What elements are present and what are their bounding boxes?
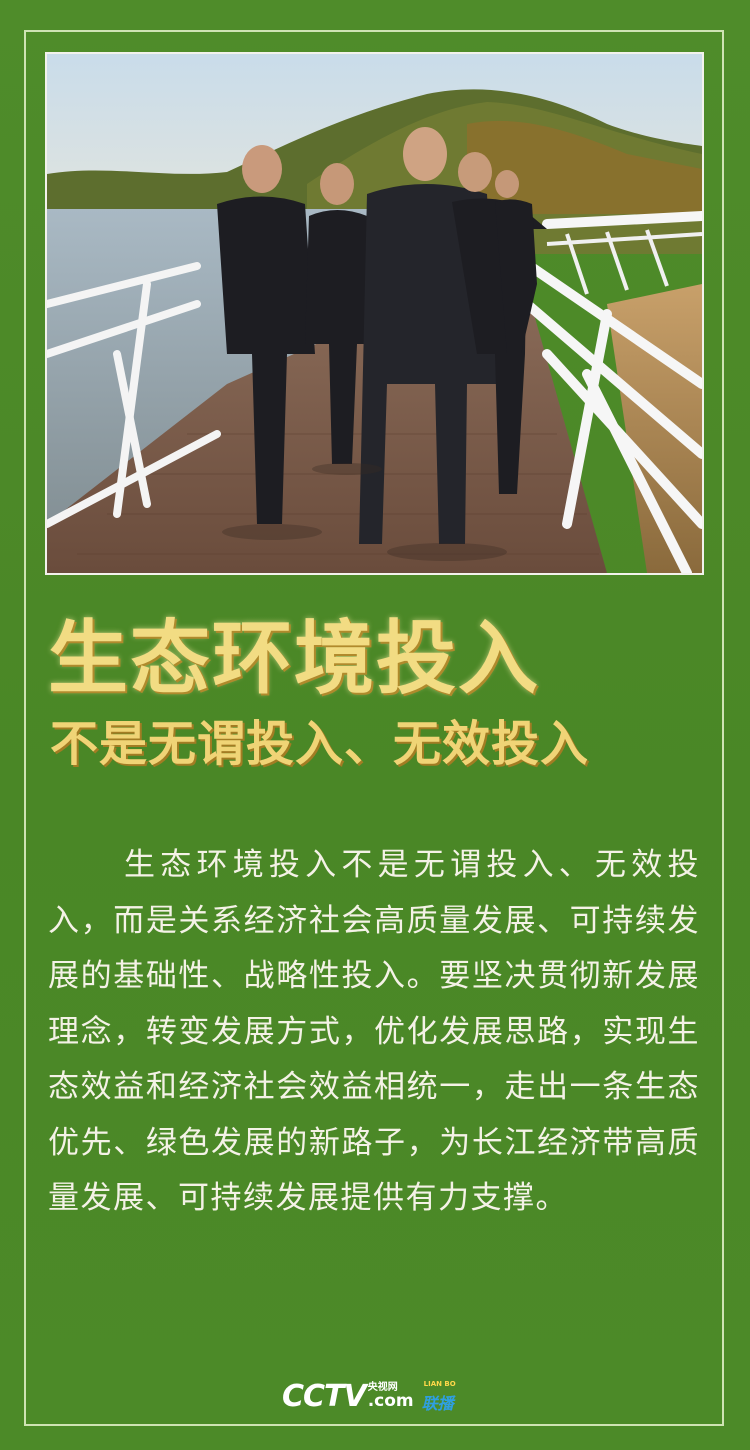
lianbo-label: 联播: [421, 1394, 454, 1413]
cctv-wordmark: CCTV: [282, 1378, 367, 1414]
body-paragraph: 生态环境投入不是无谓投入、无效投入，而是关系经济社会高质量发展、可持续发展的基础…: [48, 847, 700, 1216]
lianbo-pinyin: LIAN BO: [423, 1380, 456, 1388]
cctv-cn-label: 央视网: [367, 1381, 398, 1393]
lianbo-badge: LIAN BO 联播: [421, 1380, 482, 1413]
cctv-suffix: 央视网 .com: [367, 1381, 414, 1411]
cctv-logo: CCTV 央视网 .com LIAN BO 联播: [282, 1376, 482, 1416]
poster-subtitle: 不是无谓投入、无效投入: [50, 716, 590, 772]
page-frame: [24, 30, 724, 1426]
poster-title: 生态环境投入: [48, 611, 540, 705]
cctv-com-label: .com: [367, 1390, 414, 1411]
hero-photo: [45, 52, 704, 575]
